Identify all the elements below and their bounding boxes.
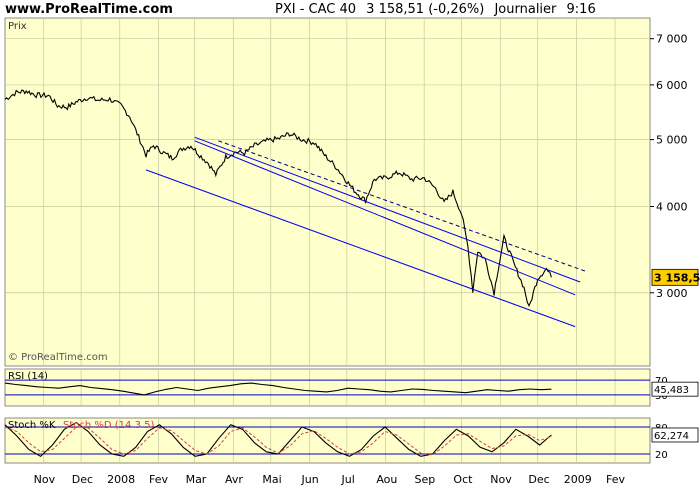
instrument-name: PXI - CAC 40 <box>275 2 357 17</box>
trend-line <box>194 140 576 296</box>
x-tick-label: Dec <box>528 473 549 486</box>
x-tick-label: Dec <box>72 473 93 486</box>
price-panel <box>4 17 651 367</box>
x-tick-label: Fev <box>606 473 625 486</box>
y-tick-label: 7 000 <box>656 33 688 46</box>
stoch-panel-title: Stoch %K <box>8 420 56 431</box>
y-tick-label: 5 000 <box>656 134 688 147</box>
x-tick-label: Sep <box>415 473 436 486</box>
x-tick-label: Jul <box>341 473 355 486</box>
current-price-label: 3 158,51 <box>654 271 700 284</box>
stoch-value-badge <box>651 427 699 443</box>
price-panel-title: Prix <box>8 21 27 32</box>
x-tick-label: Nov <box>490 473 512 486</box>
x-tick-label: Aou <box>376 473 397 486</box>
x-tick-label: Jun <box>301 473 319 486</box>
x-tick-label: Mai <box>262 473 281 486</box>
stoch-signal-legend: Stoch %D (14 3 5) <box>63 420 154 431</box>
rsi-value-label: 45,483 <box>654 385 689 396</box>
stoch-level-label: 20 <box>655 450 668 461</box>
price-series-line <box>4 89 552 308</box>
y-tick-label: 3 000 <box>656 287 688 300</box>
x-tick-label: Avr <box>225 473 243 486</box>
chart-header: www.ProRealTime.com PXI - CAC 40 3 158,5… <box>0 0 700 18</box>
x-tick-label: Mar <box>186 473 207 486</box>
x-tick-label: 2008 <box>107 473 135 486</box>
trend-line <box>194 136 581 283</box>
rsi-value-badge <box>651 381 699 397</box>
current-price-badge <box>651 268 699 286</box>
x-tick-label: Fev <box>149 473 168 486</box>
x-tick-label: Nov <box>34 473 56 486</box>
trend-line-dashed <box>218 140 587 273</box>
chart-title: PXI - CAC 40 3 158,51 (-0,26%) Journalie… <box>275 2 602 17</box>
rsi-series-line <box>4 382 552 396</box>
rsi-level-label: 70 <box>655 376 668 387</box>
rsi-panel-title: RSI (14) <box>8 371 48 382</box>
timeframe: Journalier <box>494 2 557 17</box>
x-tick-label: 2009 <box>564 473 592 486</box>
x-tick-label: Oct <box>453 473 473 486</box>
y-tick-label: 6 000 <box>656 79 688 92</box>
stoch-series-line <box>4 421 552 457</box>
rsi-panel <box>4 368 651 407</box>
last-quote: 3 158,51 (-0,26%) <box>366 2 485 17</box>
stoch-value-label: 62,274 <box>654 431 689 442</box>
watermark: © ProRealTime.com <box>8 352 108 363</box>
trend-line <box>145 169 576 328</box>
site-link[interactable]: www.ProRealTime.com <box>5 2 173 17</box>
stoch-series-line <box>4 426 552 456</box>
y-tick-label: 4 000 <box>656 201 688 214</box>
quote-time: 9:16 <box>566 2 596 17</box>
